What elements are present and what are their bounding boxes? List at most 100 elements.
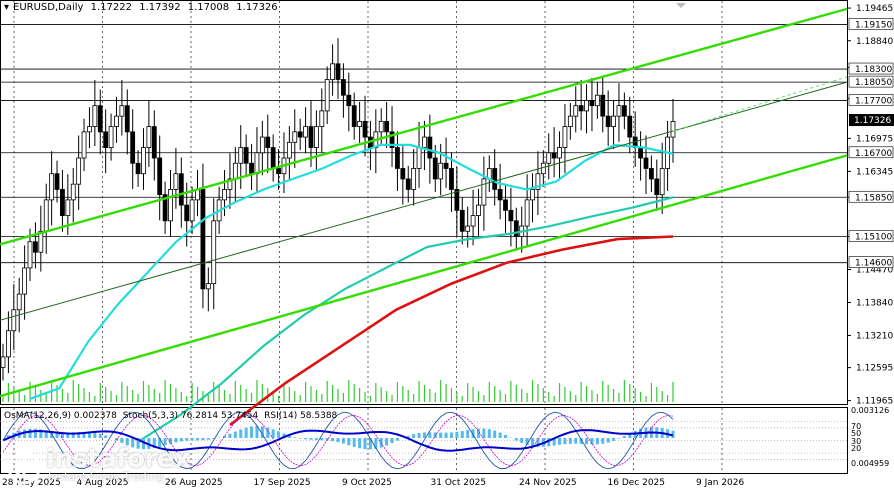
price-bar-body — [0, 356, 6, 368]
osma-bar — [606, 438, 610, 443]
indicator-header: OsMA(12,26,9) 0.002378 Stoch(5,3,3) 76.2… — [4, 411, 340, 421]
price-bar-body — [135, 162, 141, 175]
osma-bar — [28, 428, 32, 438]
moving-averages — [29, 143, 674, 442]
low-value: 1.17008 — [187, 2, 230, 13]
current-price-label: 1.17326 — [854, 116, 891, 126]
price-bar-body — [670, 120, 676, 138]
price-bar-body — [238, 147, 244, 164]
osma-bar — [271, 429, 275, 438]
price-bar-body — [151, 126, 157, 159]
osma-bar — [520, 438, 524, 443]
time-label: 9 Oct 2025 — [342, 478, 392, 488]
price-tick-label: 1.16345 — [856, 167, 893, 177]
indicator-axis-label: 0.003126 — [851, 406, 889, 415]
price-bar-body — [524, 199, 530, 227]
indicator-axis-label: 20 — [851, 444, 861, 453]
osma-bar — [320, 438, 324, 441]
osma-bar — [352, 438, 356, 447]
osma-bar — [585, 438, 589, 445]
price-bar-body — [119, 105, 125, 117]
chart-shift-marker[interactable] — [676, 3, 686, 8]
brand-watermark: instaforex Instant Forex Trading — [6, 444, 191, 483]
price-tick-label: 1.12595 — [856, 364, 893, 374]
osma-bar — [417, 432, 421, 438]
price-bar-body — [551, 152, 557, 159]
price-level-box — [848, 230, 894, 242]
osma-bar — [574, 438, 578, 444]
close-value: 1.17326 — [236, 2, 278, 13]
osma-bar — [98, 433, 102, 438]
osma-bar — [406, 435, 410, 438]
price-bar-body — [114, 115, 119, 128]
osma-bar — [152, 438, 156, 449]
osma-bar — [93, 432, 97, 438]
symbol-arrow-icon[interactable]: ▾ — [4, 2, 10, 13]
price-bar-body — [270, 147, 276, 169]
price-panel-frame — [0, 0, 848, 405]
channel-line-middle — [0, 81, 848, 321]
osma-bar — [114, 438, 118, 441]
price-level-box — [848, 146, 894, 159]
osma-bar — [568, 438, 572, 444]
osma-bar — [579, 438, 583, 444]
price-bar-body — [292, 131, 298, 143]
price-bar-body — [503, 199, 508, 211]
osma-bar — [514, 438, 518, 441]
price-bar-body — [567, 115, 573, 128]
price-bar-body — [22, 267, 28, 295]
price-bar-body — [308, 126, 314, 148]
price-bar-body — [476, 204, 481, 216]
ma-fast-line — [29, 143, 674, 400]
price-bar-body — [384, 120, 390, 133]
price-bar-body — [605, 115, 611, 128]
price-bar-body — [578, 105, 584, 112]
price-bar-body — [276, 168, 281, 175]
price-bar-body — [11, 309, 17, 332]
osma-bar — [466, 430, 470, 438]
price-bar-body — [594, 94, 600, 107]
osma-bar — [363, 438, 367, 450]
price-bar-body — [313, 126, 319, 148]
osma-bar — [250, 426, 254, 438]
price-bar-body — [124, 105, 130, 133]
price-bar-body — [589, 100, 595, 107]
price-tick-label: 1.11965 — [856, 397, 893, 407]
osma-bar — [325, 438, 329, 441]
chart-header: ▾ EURUSD,Daily 1.17222 1.17392 1.17008 1.… — [4, 2, 282, 13]
osma-bar — [525, 438, 529, 445]
price-bar-body — [130, 131, 136, 164]
price-bar-body — [449, 168, 454, 190]
stoch-main-line — [2, 411, 674, 470]
price-tick-label: 1.19465 — [856, 4, 893, 14]
ma-mid-line — [139, 196, 674, 442]
price-bar-body — [33, 241, 38, 253]
price-bar-body — [616, 105, 622, 117]
channel-line-upper — [0, 7, 848, 246]
price-bar-body — [70, 183, 76, 201]
osma-bar — [622, 435, 626, 438]
osma-bar — [136, 438, 140, 449]
price-bar-body — [659, 168, 665, 196]
osma-bar — [23, 429, 27, 438]
time-label: 31 Oct 2025 — [431, 478, 487, 488]
osma-bar — [374, 438, 378, 449]
time-label: 24 Nov 2025 — [519, 478, 577, 488]
osma-bar — [60, 432, 64, 438]
osma-label: OsMA(12,26,9) 0.002378 — [4, 411, 117, 421]
indicator-axis-label: 30 — [851, 437, 861, 446]
osma-bar — [304, 438, 308, 440]
price-bar-body — [422, 136, 427, 148]
price-bar-body — [146, 126, 152, 148]
price-level-label: 1.15850 — [855, 193, 892, 203]
price-bar-body — [643, 157, 649, 169]
osma-bar — [190, 438, 194, 441]
osma-bar — [169, 438, 172, 444]
price-bar-body — [470, 215, 476, 227]
price-axis: 1.194651.188401.183301.177351.169751.163… — [847, 4, 894, 407]
osma-bar — [66, 432, 70, 438]
price-bar-body — [54, 173, 60, 190]
indicator-axis-label: 0.004959 — [851, 459, 889, 468]
osma-bar — [504, 434, 507, 438]
